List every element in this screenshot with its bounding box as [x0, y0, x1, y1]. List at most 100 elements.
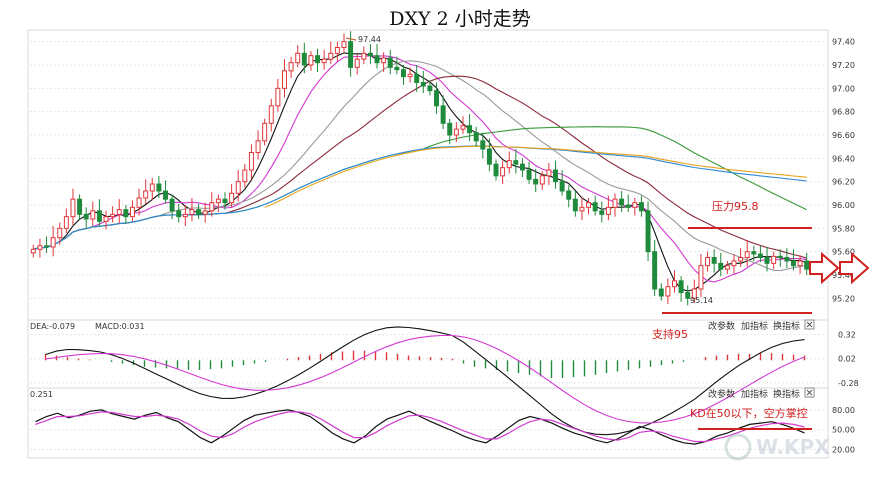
- candle-body: [235, 181, 241, 194]
- candle-body: [394, 66, 400, 71]
- candle-body: [295, 52, 301, 64]
- candle-body: [341, 41, 347, 49]
- candle-body: [751, 251, 757, 255]
- price-tick-label: 97.40: [832, 38, 855, 47]
- kd-tick-label: 20.00: [832, 445, 855, 454]
- ma-line-240: [264, 145, 807, 208]
- candle-body: [691, 288, 697, 299]
- candle-body: [361, 52, 367, 60]
- candle-body: [519, 163, 525, 171]
- candle-body: [83, 213, 89, 220]
- candle-body: [143, 190, 149, 199]
- candle-body: [685, 292, 691, 299]
- kd-add-indicator-button[interactable]: 加指标: [741, 388, 768, 400]
- candle-body: [57, 227, 63, 239]
- candle-body: [255, 140, 261, 153]
- candle-body: [70, 198, 76, 218]
- candle-body: [612, 198, 618, 208]
- candle-body: [711, 257, 717, 264]
- candle-body: [44, 245, 50, 248]
- candle-body: [248, 152, 254, 171]
- price-tick-label: 95.40: [832, 271, 855, 280]
- candle-body: [572, 198, 578, 212]
- candle-body: [731, 260, 737, 267]
- candle-body: [678, 280, 684, 294]
- candle-body: [90, 210, 96, 220]
- macd-value-label: MACD:0.031: [95, 322, 145, 331]
- kd-lines: [35, 409, 805, 445]
- high-pointer: [345, 37, 357, 41]
- candle-body: [500, 167, 506, 177]
- candle-body: [506, 160, 512, 169]
- ma-line-120: [33, 145, 807, 250]
- support-label: 支持95: [652, 327, 688, 341]
- candle-body: [110, 213, 116, 218]
- candle-body: [209, 202, 215, 212]
- candle-body: [698, 265, 704, 290]
- candle-body: [400, 69, 406, 78]
- candle-body: [738, 257, 744, 262]
- chart-title: DXY 2 小时走势: [389, 8, 530, 30]
- candle-body: [288, 62, 294, 72]
- candle-body: [724, 265, 730, 270]
- candle-body: [275, 87, 281, 107]
- candle-body: [553, 169, 558, 183]
- kd-switch-indicator-button[interactable]: 换指标: [773, 388, 800, 400]
- kd-buttons: 改参数 加指标 换指标: [708, 387, 815, 400]
- candle-body: [539, 175, 545, 185]
- kd-header-label: 0.251: [30, 390, 53, 399]
- price-tick-label: 96.60: [832, 131, 855, 140]
- candle-body: [665, 286, 671, 297]
- candle-body: [163, 190, 168, 200]
- candle-body: [328, 52, 334, 60]
- candle-body: [202, 210, 208, 215]
- candle-body: [777, 255, 783, 259]
- kd-panel: [27, 387, 829, 459]
- candle-body: [149, 183, 155, 192]
- candle-body: [467, 125, 473, 134]
- candle-body: [334, 47, 340, 54]
- candle-body: [566, 190, 572, 200]
- candle-body: [354, 58, 360, 68]
- candle-body: [77, 198, 83, 215]
- ma-line-5: [33, 52, 807, 292]
- kd-close-glyph: [806, 389, 813, 396]
- macd-tick-label: 0.02: [838, 355, 856, 364]
- candle-body: [434, 90, 440, 107]
- moving-averages: [33, 52, 807, 292]
- candle-body: [625, 204, 631, 208]
- price-tick-label: 96.20: [832, 178, 855, 187]
- candle-body: [672, 280, 677, 288]
- high-label: 97.44: [358, 35, 381, 44]
- kd-axis: 80.00 50.00 20.00: [832, 406, 855, 455]
- candle-body: [63, 216, 69, 229]
- candle-body: [37, 245, 43, 250]
- candle-body: [420, 82, 426, 87]
- price-tick-label: 96.40: [832, 154, 855, 163]
- candle-body: [493, 163, 499, 177]
- candle-body: [169, 198, 175, 212]
- macd-tick-label: 0.32: [838, 331, 856, 340]
- macd-change-params-button[interactable]: 改参数: [708, 320, 735, 332]
- macd-switch-indicator-button[interactable]: 换指标: [773, 320, 800, 332]
- kd-change-params-button[interactable]: 改参数: [708, 388, 735, 400]
- ma-line-20: [33, 60, 807, 272]
- candle-body: [546, 169, 552, 177]
- candle-body: [414, 73, 420, 84]
- price-tick-label: 95.60: [832, 248, 855, 257]
- candle-body: [705, 257, 711, 267]
- candle-body: [50, 237, 56, 248]
- macd-add-indicator-button[interactable]: 加指标: [741, 320, 768, 332]
- candle-body: [533, 178, 539, 185]
- watermark-logo-icon: [724, 433, 752, 461]
- candle-body: [156, 183, 162, 192]
- candle-body: [645, 210, 651, 253]
- macd-dea-label: DEA:-0.079: [30, 322, 75, 331]
- low-label: 95.14: [690, 296, 713, 305]
- candle-body: [605, 206, 611, 215]
- candle-body: [757, 253, 763, 258]
- price-tick-label: 97.00: [832, 84, 855, 93]
- candle-body: [790, 260, 796, 267]
- macd-dea-line: [45, 334, 805, 424]
